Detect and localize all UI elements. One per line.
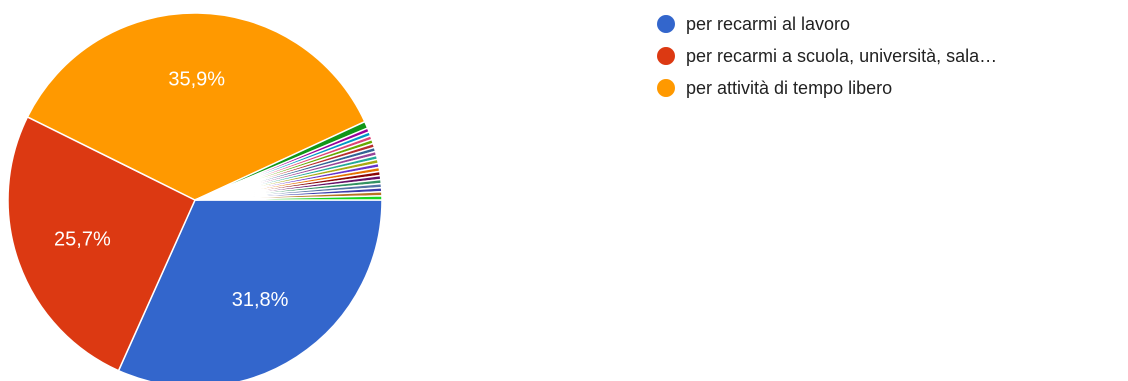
legend-label: per recarmi a scuola, università, sala… xyxy=(686,45,998,66)
legend-swatch xyxy=(657,15,675,33)
pie-slice[interactable] xyxy=(7,115,196,372)
legend-swatch xyxy=(657,79,675,97)
legend-item-lavoro[interactable]: per recarmi al lavoro xyxy=(657,8,997,40)
legend-label: per attività di tempo libero xyxy=(686,77,893,98)
slice-label: 31,8% xyxy=(232,289,289,311)
slice-label: 35,9% xyxy=(168,69,225,91)
legend-swatch xyxy=(657,47,675,65)
slice-label: 25,7% xyxy=(54,229,111,251)
legend: per recarmi al lavoro per recarmi a scuo… xyxy=(657,8,997,104)
pie-slice[interactable] xyxy=(26,12,366,201)
legend-item-scuola[interactable]: per recarmi a scuola, università, sala… xyxy=(657,40,997,72)
legend-item-tempo-libero[interactable]: per attività di tempo libero xyxy=(657,72,997,104)
pie-svg: 31,8% 25,7% 35,9% xyxy=(7,12,383,381)
pie-slice[interactable] xyxy=(117,199,383,381)
legend-label: per recarmi al lavoro xyxy=(686,13,851,34)
pie-slice[interactable] xyxy=(194,195,383,201)
